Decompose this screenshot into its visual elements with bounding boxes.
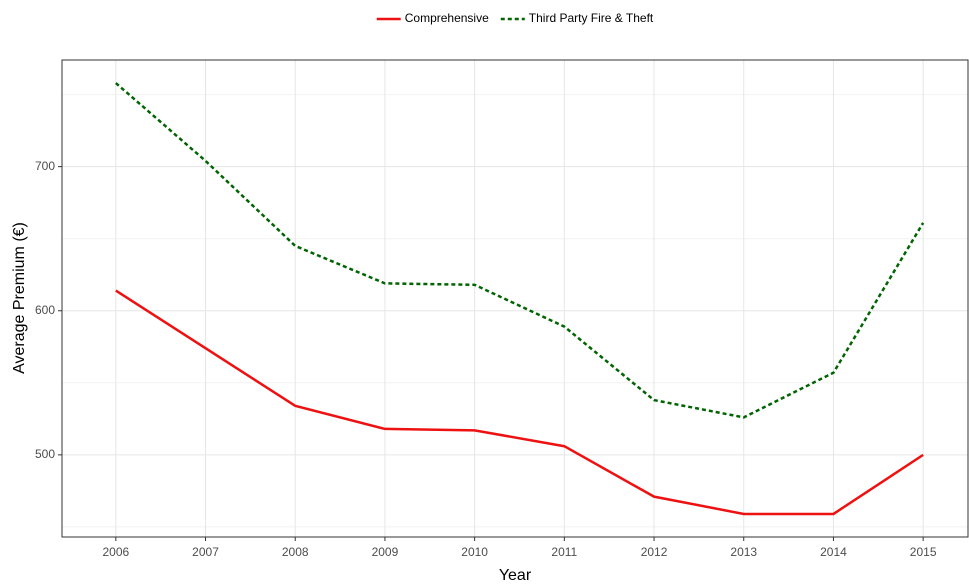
legend: Comprehensive Third Party Fire & Theft bbox=[376, 11, 654, 25]
x-axis-title: Year bbox=[499, 567, 532, 584]
legend-item: Third Party Fire & Theft bbox=[500, 11, 654, 25]
legend-item: Comprehensive bbox=[376, 11, 489, 25]
x-tick-label: 2008 bbox=[282, 545, 309, 559]
legend-label: Comprehensive bbox=[405, 11, 489, 25]
plot-border bbox=[61, 59, 969, 538]
y-axis-title: Average Premium (€) bbox=[11, 222, 28, 374]
x-tick-label: 2006 bbox=[102, 545, 129, 559]
x-tick-label: 2014 bbox=[820, 545, 847, 559]
y-tick-label: 700 bbox=[35, 159, 55, 173]
x-tick-label: 2007 bbox=[192, 545, 219, 559]
x-tick-label: 2009 bbox=[372, 545, 399, 559]
x-tick-label: 2011 bbox=[551, 545, 577, 559]
x-tick-label: 2010 bbox=[461, 545, 488, 559]
y-tick-label: 600 bbox=[35, 303, 55, 317]
series-line bbox=[115, 82, 925, 419]
y-tick-label: 500 bbox=[35, 447, 55, 461]
x-tick-label: 2013 bbox=[730, 545, 757, 559]
x-tick-label: 2015 bbox=[910, 545, 937, 559]
series-line bbox=[115, 289, 924, 516]
legend-label: Third Party Fire & Theft bbox=[529, 11, 654, 25]
x-tick-label: 2012 bbox=[641, 545, 668, 559]
